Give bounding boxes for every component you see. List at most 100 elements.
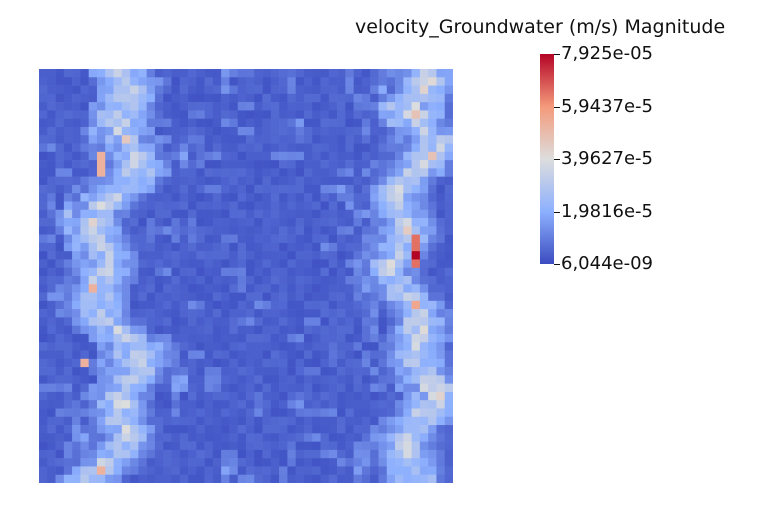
- heatmap-cell: [80, 168, 89, 177]
- heatmap-cell: [370, 350, 379, 360]
- heatmap-cell: [361, 69, 371, 78]
- heatmap-cell: [204, 184, 214, 194]
- heatmap-cell: [303, 367, 313, 376]
- heatmap-cell: [105, 458, 114, 467]
- heatmap-cell: [221, 168, 230, 177]
- heatmap-cell: [279, 151, 288, 161]
- heatmap-cell: [246, 102, 255, 111]
- heatmap-cell: [361, 259, 371, 269]
- heatmap-cell: [386, 102, 396, 111]
- heatmap-cell: [295, 251, 305, 260]
- heatmap-cell: [345, 151, 354, 161]
- heatmap-cell: [428, 135, 437, 144]
- heatmap-cell: [113, 300, 123, 310]
- heatmap-cell: [411, 69, 421, 78]
- heatmap-cell: [221, 209, 230, 219]
- heatmap-cell: [246, 309, 255, 318]
- heatmap-cell: [80, 193, 89, 202]
- heatmap-cell: [378, 69, 388, 78]
- heatmap-cell: [262, 209, 272, 219]
- heatmap-cell: [88, 201, 98, 211]
- heatmap-cell: [171, 408, 181, 418]
- heatmap-cell: [436, 85, 446, 95]
- heatmap-cell: [370, 93, 379, 103]
- heatmap-cell: [328, 251, 338, 260]
- heatmap-cell: [39, 102, 48, 111]
- heatmap-cell: [163, 259, 172, 269]
- heatmap-cell: [171, 267, 181, 277]
- heatmap-cell: [378, 458, 388, 467]
- heatmap-cell: [179, 251, 189, 260]
- heatmap-cell: [121, 342, 131, 351]
- heatmap-cell: [55, 218, 65, 227]
- heatmap-cell: [353, 474, 363, 483]
- heatmap-cell: [386, 85, 396, 95]
- heatmap-cell: [279, 284, 288, 293]
- heatmap-cell: [436, 151, 446, 161]
- heatmap-cell: [337, 143, 346, 153]
- heatmap-cell: [428, 251, 437, 260]
- heatmap-cell: [237, 309, 247, 318]
- heatmap-cell: [121, 251, 131, 260]
- heatmap-cell: [88, 168, 98, 177]
- heatmap-cell: [295, 160, 305, 169]
- heatmap-cell: [55, 118, 65, 128]
- heatmap-cell: [47, 218, 56, 227]
- heatmap-cell: [229, 383, 239, 393]
- heatmap-cell: [105, 367, 114, 376]
- heatmap-cell: [146, 234, 156, 244]
- heatmap-cell: [138, 425, 147, 434]
- heatmap-cell: [419, 276, 429, 285]
- heatmap-cell: [113, 416, 123, 426]
- heatmap-cell: [337, 209, 346, 219]
- heatmap-cell: [254, 276, 263, 285]
- heatmap-cell: [378, 209, 388, 219]
- heatmap-cell: [221, 466, 230, 476]
- heatmap-cell: [254, 317, 263, 326]
- heatmap-cell: [188, 317, 197, 326]
- heatmap-cell: [188, 441, 197, 451]
- heatmap-cell: [436, 458, 446, 467]
- heatmap-cell: [295, 408, 305, 418]
- heatmap-cell: [113, 118, 123, 128]
- heatmap-cell: [353, 358, 363, 368]
- heatmap-cell: [80, 126, 89, 136]
- heatmap-cell: [146, 466, 156, 476]
- heatmap-cell: [395, 77, 404, 86]
- heatmap-cell: [403, 168, 412, 177]
- heatmap-cell: [237, 168, 247, 177]
- heatmap-cell: [39, 135, 48, 144]
- heatmap-cell: [171, 69, 181, 78]
- heatmap-cell: [246, 433, 255, 442]
- heatmap-cell: [403, 143, 412, 153]
- heatmap-cell: [254, 375, 263, 384]
- heatmap-cell: [229, 458, 239, 467]
- heatmap-cell: [80, 400, 89, 409]
- heatmap-cell: [171, 284, 181, 293]
- heatmap-cell: [328, 325, 338, 335]
- heatmap-cell: [419, 408, 429, 418]
- heatmap-cell: [72, 325, 81, 335]
- heatmap-cell: [63, 184, 73, 194]
- heatmap-cell: [246, 135, 255, 144]
- heatmap-cell: [80, 110, 89, 119]
- heatmap-cell: [237, 251, 247, 260]
- heatmap-cell: [221, 317, 230, 326]
- heatmap-cell: [212, 151, 222, 161]
- heatmap-cell: [121, 425, 131, 434]
- heatmap-cell: [130, 317, 139, 326]
- heatmap-cell: [237, 176, 247, 186]
- heatmap-cell: [212, 85, 222, 95]
- heatmap-cell: [337, 474, 346, 483]
- heatmap-cell: [72, 383, 81, 393]
- heatmap-cell: [229, 259, 239, 269]
- heatmap-cell: [436, 300, 446, 310]
- heatmap-cell: [320, 317, 330, 326]
- heatmap-cell: [113, 276, 123, 285]
- heatmap-cell: [96, 151, 106, 161]
- heatmap-cell: [96, 367, 106, 376]
- heatmap-cell: [361, 342, 371, 351]
- heatmap-cell: [444, 425, 453, 434]
- heatmap-cell: [121, 193, 131, 202]
- heatmap-cell: [262, 93, 272, 103]
